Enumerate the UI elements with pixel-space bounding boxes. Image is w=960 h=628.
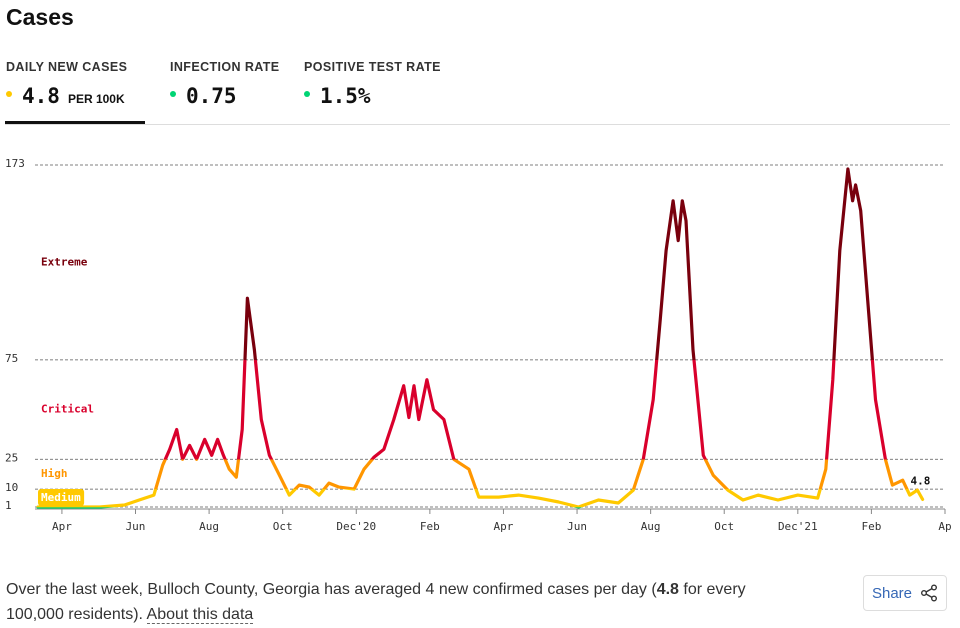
tab-unit: PER 100K [67,92,125,106]
summary: Over the last week, Bulloch County, Geor… [6,577,806,627]
x-tick-label: Jun [126,520,146,533]
summary-text: for every 100,000 residents). [6,581,746,623]
share-button[interactable]: Share [863,575,947,611]
x-tick-label: Oct [273,520,293,533]
tab-underline [5,121,145,124]
x-tick-label: Feb [420,520,440,533]
level-badge [38,489,85,507]
y-tick-label: 173 [5,157,25,170]
share-icon [921,584,938,602]
y-tick-label: 25 [5,451,18,464]
x-tick-label: Feb [861,520,881,533]
dot [170,91,176,97]
tab-value: 1.5% [320,84,371,108]
x-tick-label: Apr [52,520,72,533]
about-link[interactable]: About this data [146,606,254,624]
level-label: High [41,467,68,480]
summary-value: 4.8 [656,581,679,598]
last-value-label: 4.8 [911,474,931,487]
x-tick-label: Dec'21 [778,520,818,533]
share-label: Share [871,584,913,602]
x-tick-label: Oct [714,520,734,533]
x-tick-label: Ap [938,520,951,533]
y-tick-label: 1 [5,499,12,512]
x-tick-label: Aug [199,520,219,533]
dot [304,91,310,97]
tab[interactable]: POSITIVE TEST RATE 1.5% [304,60,441,108]
title: Cases [6,4,74,30]
x-tick-label: Aug [641,520,661,533]
y-tick-label: 10 [5,481,18,494]
level-label: Extreme [41,255,88,268]
tab[interactable]: INFECTION RATE 0.75 [170,60,280,108]
tab-label: DAILY NEW CASES [6,60,128,74]
level-label: Critical [41,403,94,416]
tab[interactable]: DAILY NEW CASES 4.8 PER 100K [6,60,127,108]
tab-value: 0.75 [186,84,237,108]
tab-label: INFECTION RATE [170,60,280,74]
x-tick-label: Dec'20 [336,520,376,533]
tab-value: 4.8 [22,84,60,108]
summary-text: Over the last week, Bulloch County, Geor… [6,581,657,598]
case-line [36,167,925,509]
chart: 1 10 25 75 173 Medium High Critical Extreme Apr Ju… [5,157,952,533]
level-label: Medium [41,491,81,504]
tabs-rule [5,124,950,125]
x-tick-label: Apr [494,520,514,533]
tab-label: POSITIVE TEST RATE [304,60,441,74]
dot [6,91,12,97]
y-tick-label: 75 [5,352,18,365]
x-tick-label: Jun [567,520,587,533]
